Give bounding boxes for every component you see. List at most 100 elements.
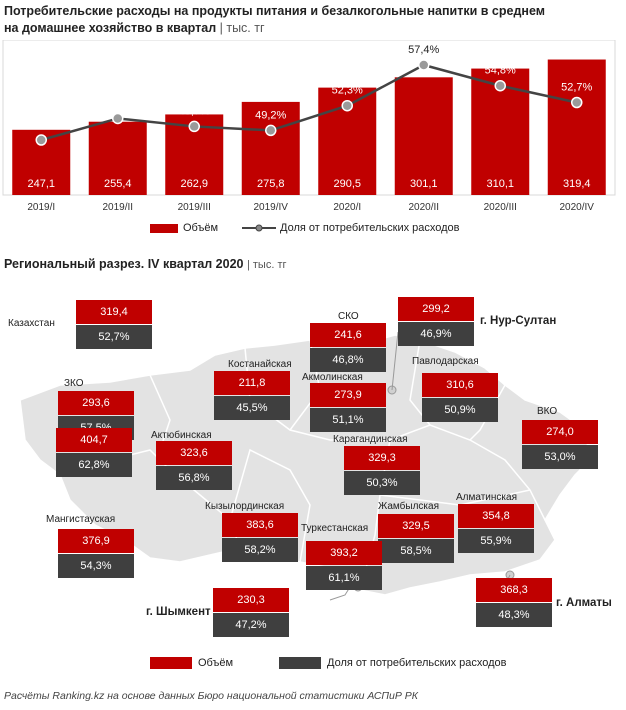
region-11-name: Мангистауская	[46, 514, 116, 525]
share-point	[265, 124, 277, 137]
region-7-share: 53,0%	[522, 445, 598, 469]
region-15-name: Туркестанская	[301, 523, 369, 534]
legend-line-swatch	[242, 224, 277, 232]
region-14-volume: 354,8	[458, 504, 534, 528]
region-10-share: 50,3%	[344, 471, 420, 495]
region-0-volume: 319,4	[76, 300, 152, 324]
region-15-share: 61,1%	[306, 566, 382, 590]
share-point	[341, 99, 353, 112]
region-11-volume: 376,9	[58, 529, 134, 553]
x-tick-label: 2019/III	[178, 202, 211, 213]
region-1-share: 46,8%	[310, 348, 386, 372]
bar-value-label: 275,8	[257, 178, 285, 190]
x-tick-label: 2020/I	[333, 202, 361, 213]
region-17-volume: 368,3	[476, 578, 552, 602]
x-tick-label: 2019/II	[102, 202, 133, 213]
region-2-name: г. Нур-Султан	[480, 315, 557, 327]
region-7-name: ВКО	[537, 406, 558, 417]
map-legend: Объём Доля от потребительских расходов	[150, 657, 507, 669]
region-4-volume: 273,9	[310, 383, 386, 407]
title-line2: на домашнее хозяйство в квартал	[4, 21, 217, 35]
share-point	[494, 79, 506, 92]
share-label: 54,8%	[485, 65, 516, 77]
bar-value-label: 310,1	[486, 178, 514, 190]
regional-title-text: Региональный разрез. IV квартал 2020	[4, 257, 244, 271]
x-tick-label: 2019/IV	[254, 202, 289, 213]
regional-unit: | тыс. тг	[246, 259, 287, 271]
region-17-share: 48,3%	[476, 603, 552, 627]
share-point	[571, 96, 583, 109]
share-point	[418, 59, 430, 71]
x-tick-label: 2020/III	[484, 202, 517, 213]
region-12-share: 58,2%	[222, 538, 298, 562]
bar-chart: 247,1 2019/I 255,4 2019/II 262,9 2019/III 275,…	[2, 40, 616, 213]
region-4-name: Акмолинская	[302, 372, 363, 383]
bar-value-label: 290,5	[333, 178, 361, 190]
bar-2019/IV	[241, 101, 300, 195]
bar-2020/IV	[547, 59, 606, 195]
region-6-name: ЗКО	[64, 378, 84, 389]
region-3-name: Костанайская	[228, 359, 292, 370]
region-10-name: Карагандинская	[333, 434, 408, 445]
source-note: Расчёты Ranking.kz на основе данных Бюро…	[4, 690, 418, 702]
chart-title: Потребительские расходы на продукты пита…	[4, 3, 604, 37]
share-label: 49,7%	[179, 105, 210, 117]
region-16-volume: 230,3	[213, 588, 289, 612]
map-legend-share-swatch	[279, 657, 322, 669]
bar-2020/II	[394, 77, 453, 195]
regional-title: Региональный разрез. IV квартал 2020 | т…	[4, 257, 287, 271]
share-label: 48,0%	[26, 119, 57, 131]
region-9-share: 56,8%	[156, 466, 232, 490]
region-3-volume: 211,8	[214, 371, 290, 395]
region-15-volume: 393,2	[306, 541, 382, 565]
title-line1: Потребительские расходы на продукты пита…	[4, 4, 545, 18]
chart-legend: Объём Доля от потребительских расходов	[150, 222, 460, 234]
region-11-share: 54,3%	[58, 554, 134, 578]
share-point	[35, 134, 47, 146]
share-label: 49,2%	[255, 109, 286, 121]
legend-volume-swatch	[150, 223, 178, 233]
region-2-share: 46,9%	[398, 322, 474, 346]
region-3-share: 45,5%	[214, 396, 290, 420]
region-14-name: Алматинская	[456, 492, 517, 503]
plot-frame	[2, 40, 616, 196]
map-legend-volume-swatch	[150, 657, 192, 669]
region-12-name: Кызылординская	[205, 501, 285, 512]
region-5-share: 50,9%	[422, 398, 498, 422]
share-label: 52,3%	[332, 85, 363, 97]
bar-value-label: 301,1	[410, 178, 438, 190]
region-10-volume: 329,3	[344, 446, 420, 470]
region-13-volume: 329,5	[378, 514, 454, 538]
map-legend-volume-label: Объём	[198, 657, 234, 669]
region-8-volume: 404,7	[56, 428, 132, 452]
region-8-share: 62,8%	[56, 453, 132, 477]
share-point	[188, 120, 200, 133]
share-point	[112, 112, 124, 125]
region-12-volume: 383,6	[222, 513, 298, 537]
region-6-volume: 293,6	[58, 391, 134, 415]
region-0-name: Казахстан	[8, 318, 55, 329]
bar-value-label: 247,1	[27, 178, 55, 190]
region-1-name: СКО	[338, 311, 359, 322]
share-label: 50,7%	[102, 97, 133, 109]
bar-2019/II	[88, 121, 147, 195]
region-16-share: 47,2%	[213, 613, 289, 637]
bar-value-label: 255,4	[104, 178, 132, 190]
legend-volume-label: Объём	[183, 222, 219, 234]
region-17-name: г. Алматы	[556, 597, 612, 609]
region-5-volume: 310,6	[422, 373, 498, 397]
region-7-volume: 274,0	[522, 420, 598, 444]
region-4-share: 51,1%	[310, 408, 386, 432]
region-2-volume: 299,2	[398, 297, 474, 321]
bar-value-label: 319,4	[563, 178, 591, 190]
map-legend-share-label: Доля от потребительских расходов	[327, 657, 507, 669]
share-line	[40, 63, 578, 142]
region-0-share: 52,7%	[76, 325, 152, 349]
region-9-name: Актюбинская	[151, 430, 212, 441]
title-unit: | тыс. тг	[219, 21, 265, 35]
x-tick-label: 2020/IV	[560, 202, 595, 213]
region-5-name: Павлодарская	[412, 356, 479, 367]
region-13-name: Жамбылская	[378, 501, 439, 512]
region-14-share: 55,9%	[458, 529, 534, 553]
region-16-name: г. Шымкент	[146, 606, 211, 618]
